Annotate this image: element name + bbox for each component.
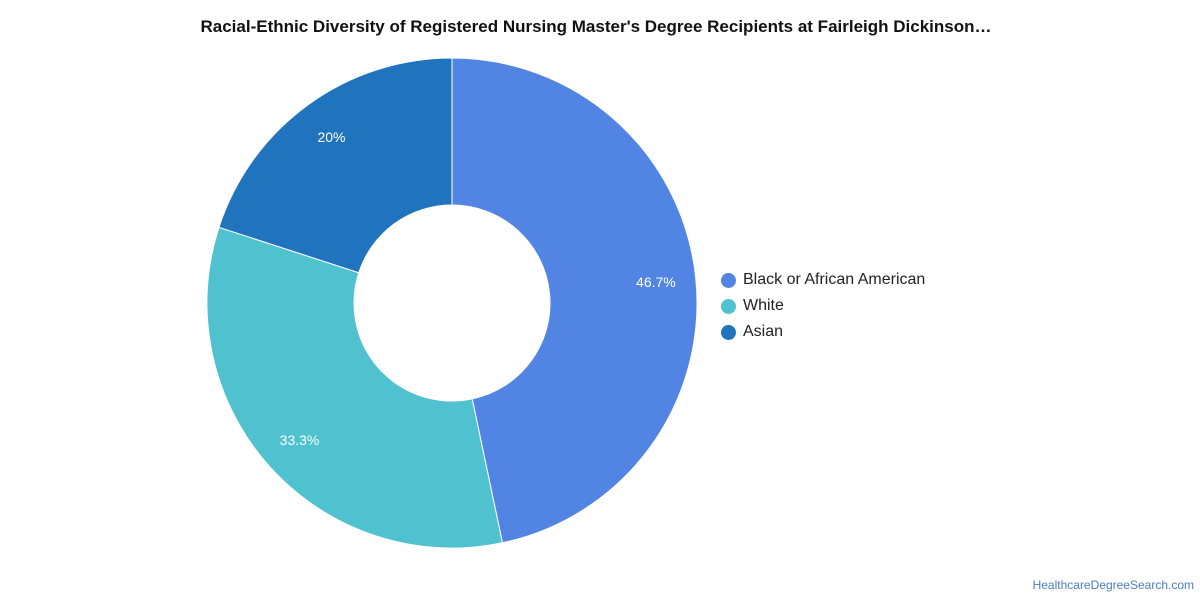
- legend-item[interactable]: Black or African American: [721, 267, 925, 293]
- slice-value-label: 46.7%: [636, 274, 676, 290]
- chart-title: Racial-Ethnic Diversity of Registered Nu…: [200, 17, 992, 36]
- chart-legend: Black or African American White Asian: [721, 267, 925, 345]
- legend-item[interactable]: White: [721, 293, 925, 319]
- source-credit[interactable]: HealthcareDegreeSearch.com: [1032, 578, 1194, 592]
- legend-label: Asian: [743, 323, 784, 340]
- legend-swatch-icon: [721, 324, 736, 340]
- slice-asian[interactable]: [218, 57, 453, 274]
- legend-swatch-icon: [721, 272, 736, 288]
- donut-slices: [206, 57, 698, 549]
- slice-black-or-african-american[interactable]: [451, 57, 698, 544]
- slice-white[interactable]: [206, 226, 504, 549]
- legend-item[interactable]: Asian: [721, 319, 925, 345]
- legend-label: White: [743, 297, 784, 314]
- legend-swatch-icon: [721, 298, 736, 314]
- donut-slice-labels: 46.7% 33.3% 20%: [280, 129, 676, 448]
- slice-value-label: 20%: [317, 129, 345, 145]
- legend-label: Black or African American: [743, 271, 926, 288]
- slice-value-label: 33.3%: [280, 432, 320, 448]
